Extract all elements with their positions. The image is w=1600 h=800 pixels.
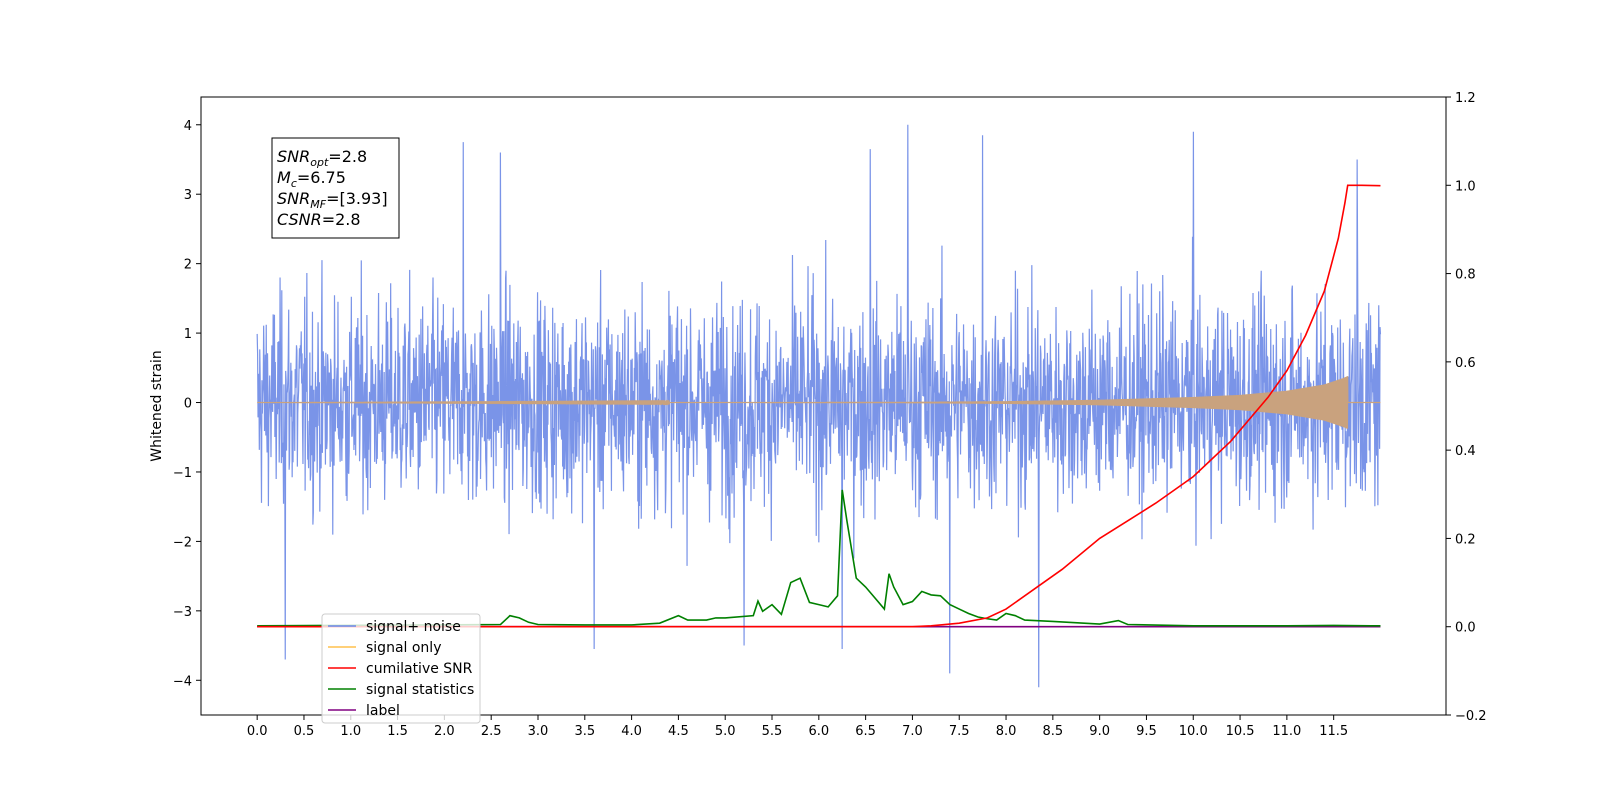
y-tick-label: −3 bbox=[173, 605, 192, 620]
annotation-frame bbox=[271, 137, 400, 239]
annotation-subscript: c bbox=[291, 177, 297, 190]
annotation-symbol: M bbox=[277, 168, 291, 187]
annotation-line: SNRMF=[3.93] bbox=[277, 189, 388, 211]
x-axis: 0.0 0.5 1.0 1.5 2.0 2.5 3.0 3.5 4.0 4.5 5.0 5.5 6.0 6… bbox=[247, 715, 1348, 739]
x-tick-label: 3.5 bbox=[574, 724, 595, 739]
x-tick-label: 4.0 bbox=[621, 724, 642, 739]
series-signal-only bbox=[257, 376, 1381, 429]
y2-tick-label: 0.0 bbox=[1455, 621, 1476, 636]
x-tick-label: 3.0 bbox=[528, 724, 549, 739]
x-tick-label: 0.0 bbox=[247, 724, 268, 739]
x-tick-label: 1.0 bbox=[340, 724, 361, 739]
annotation-line: CSNR=2.8 bbox=[277, 210, 361, 229]
x-tick-label: 7.5 bbox=[949, 724, 970, 739]
y-tick-label: 0 bbox=[184, 397, 192, 412]
x-tick-label: 6.0 bbox=[808, 724, 829, 739]
annotation-line: Mc=6.75 bbox=[277, 168, 346, 190]
y2-tick-label: 1.0 bbox=[1455, 179, 1476, 194]
y2-tick-label: 0.4 bbox=[1455, 444, 1476, 459]
y2-tick-label: 0.2 bbox=[1455, 532, 1476, 547]
y-axis-label: Whitened strain bbox=[149, 350, 165, 461]
x-tick-label: 11.0 bbox=[1272, 724, 1301, 739]
annotation-symbol: SNR bbox=[277, 189, 310, 208]
x-tick-label: 6.5 bbox=[855, 724, 876, 739]
annotation-subscript: opt bbox=[310, 156, 329, 169]
legend-label: label bbox=[366, 703, 400, 719]
annotation-value: =6.75 bbox=[297, 168, 346, 187]
x-tick-label: 8.0 bbox=[996, 724, 1017, 739]
plot-content bbox=[256, 124, 1382, 688]
x-tick-label: 1.5 bbox=[387, 724, 408, 739]
x-tick-label: 2.5 bbox=[481, 724, 502, 739]
series-signal-noise bbox=[256, 124, 1382, 688]
series-signal-statistics bbox=[257, 489, 1381, 627]
x-tick-label: 5.0 bbox=[715, 724, 736, 739]
y-axis-left: 4 3 2 1 0 −1 −2 −3 −4 bbox=[173, 119, 201, 689]
y-tick-label: 3 bbox=[184, 188, 192, 203]
y-tick-label: −2 bbox=[173, 535, 192, 550]
y-tick-label: −1 bbox=[173, 466, 192, 481]
x-tick-label: 7.0 bbox=[902, 724, 923, 739]
plot-frame bbox=[200, 96, 1447, 716]
x-tick-label: 11.5 bbox=[1319, 724, 1348, 739]
annotation-symbol: CSNR bbox=[277, 210, 322, 229]
legend-label: signal statistics bbox=[366, 682, 474, 698]
x-tick-label: 8.5 bbox=[1042, 724, 1063, 739]
annotation-value: =2.8 bbox=[328, 147, 367, 166]
legend-label: signal+ noise bbox=[366, 619, 461, 635]
x-tick-label: 10.5 bbox=[1226, 724, 1255, 739]
x-tick-label: 9.5 bbox=[1136, 724, 1157, 739]
y-tick-label: 4 bbox=[184, 119, 192, 134]
legend-frame bbox=[321, 613, 481, 724]
y-axis-right: 1.2 1.0 0.8 0.6 0.4 0.2 0.0 −0.2 bbox=[1446, 91, 1487, 724]
series-cumulative-snr bbox=[257, 184, 1381, 628]
y2-tick-label: 1.2 bbox=[1455, 91, 1476, 106]
y2-tick-label: 0.8 bbox=[1455, 268, 1476, 283]
y-tick-label: 2 bbox=[184, 258, 192, 273]
annotation-value: =[3.93] bbox=[326, 189, 388, 208]
y2-tick-label: 0.6 bbox=[1455, 356, 1476, 371]
y-tick-label: −4 bbox=[173, 674, 192, 689]
annotation-symbol: SNR bbox=[277, 147, 310, 166]
y2-tick-label: −0.2 bbox=[1455, 709, 1487, 724]
annotation-value: =2.8 bbox=[322, 210, 361, 229]
x-tick-label: 4.5 bbox=[668, 724, 689, 739]
legend-label: signal only bbox=[366, 640, 441, 656]
legend-label: cumilative SNR bbox=[366, 661, 473, 677]
x-tick-label: 5.5 bbox=[762, 724, 783, 739]
x-tick-label: 0.5 bbox=[294, 724, 315, 739]
x-tick-label: 10.0 bbox=[1179, 724, 1208, 739]
x-tick-label: 2.0 bbox=[434, 724, 455, 739]
y-tick-label: 1 bbox=[184, 327, 192, 342]
legend: signal+ noise signal only cumilative SNR si… bbox=[321, 613, 481, 724]
annotation-subscript: MF bbox=[310, 198, 326, 211]
x-tick-label: 9.0 bbox=[1089, 724, 1110, 739]
annotation-line: SNRopt=2.8 bbox=[277, 147, 367, 169]
